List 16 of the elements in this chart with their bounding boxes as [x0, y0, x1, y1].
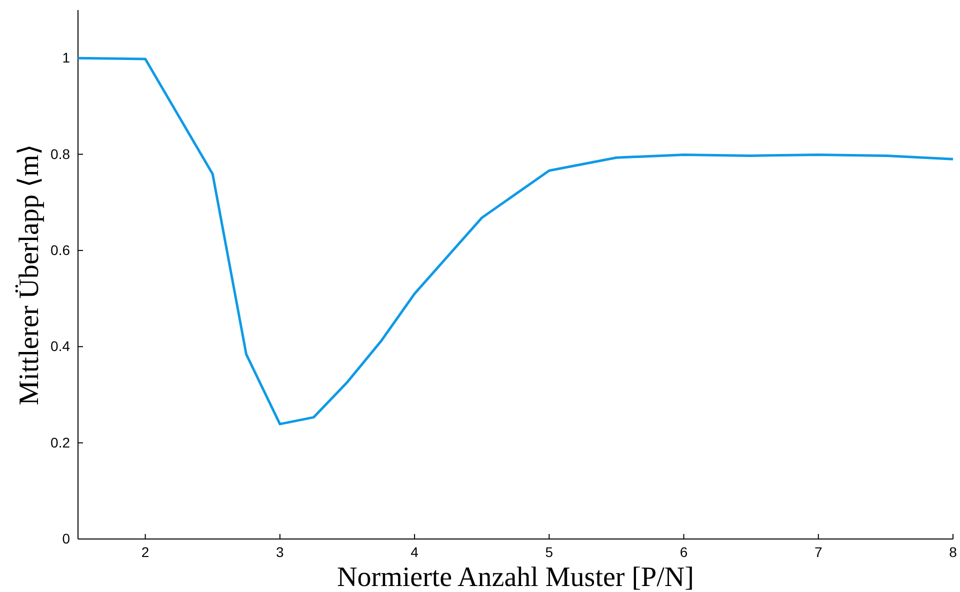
- y-axis-title: Mittlerer Überlapp ⟨m⟩: [14, 144, 45, 406]
- y-tick-label: 0.4: [50, 338, 70, 354]
- y-tick-label: 0.2: [50, 434, 70, 450]
- y-tick-label: 0.8: [50, 146, 70, 162]
- x-tick-label: 8: [949, 544, 958, 560]
- y-tick-label: 0.6: [50, 242, 70, 258]
- x-axis-title: Normierte Anzahl Muster [P/N]: [337, 562, 694, 592]
- line-series: [76, 56, 954, 426]
- x-tick-label: 5: [545, 544, 554, 560]
- x-tick-label: 2: [141, 544, 150, 560]
- x-tick-label: 7: [814, 544, 822, 560]
- y-tick-label: 0: [62, 530, 70, 546]
- x-tick-label: 4: [410, 544, 419, 560]
- y-tick-label: 1: [62, 50, 70, 66]
- x-tick-label: 3: [276, 544, 284, 560]
- x-tick-label: 6: [680, 544, 688, 560]
